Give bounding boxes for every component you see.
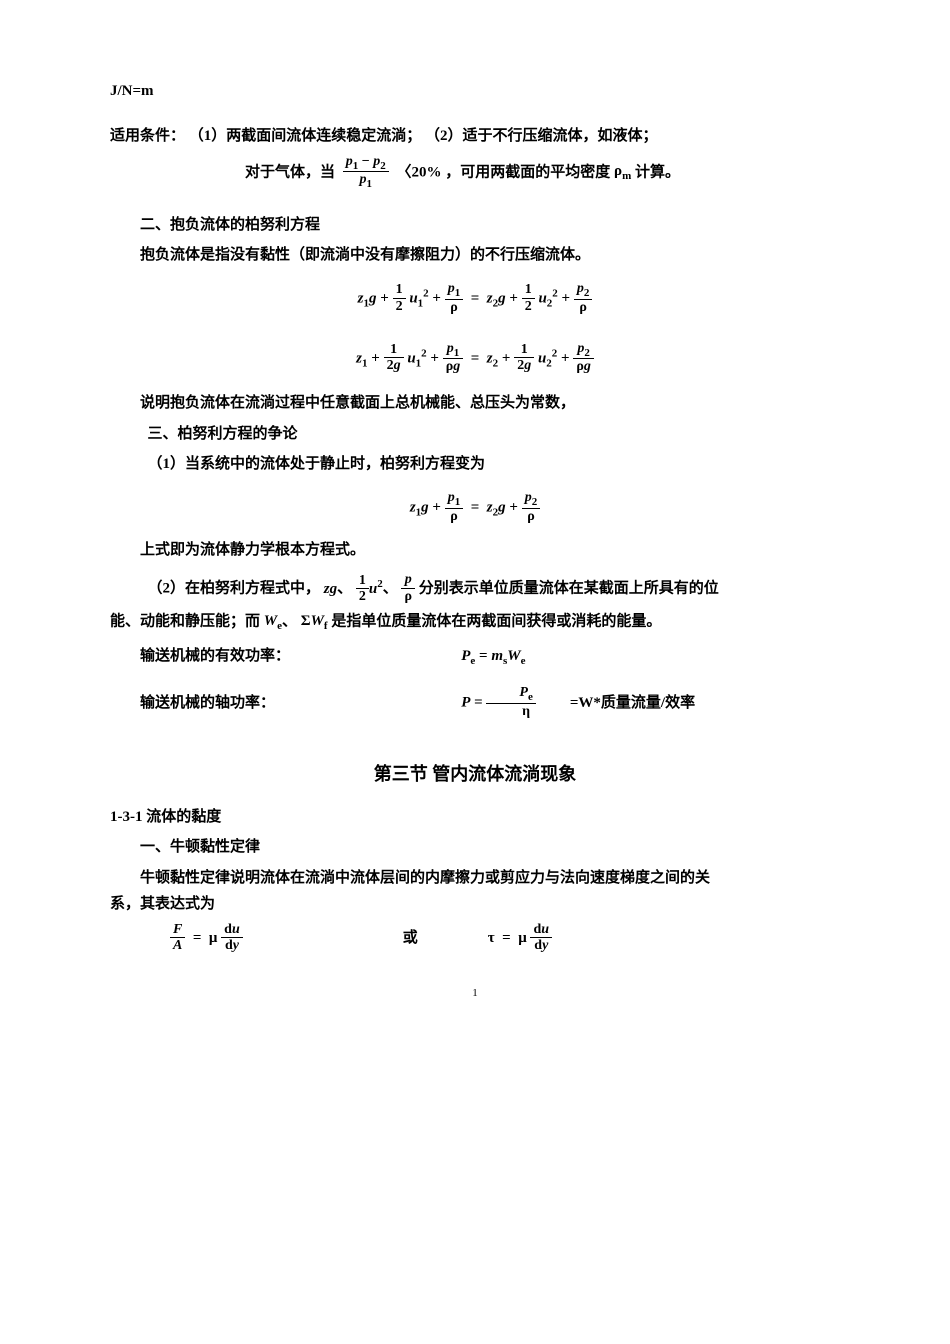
newton-desc2-row: 系，其表达式为 [110, 893, 840, 916]
gas-frac: p1 − p2 p1 [343, 154, 389, 192]
rhom-sub: m [622, 170, 631, 182]
gas-suffix: ，可用两截面的平均密度 [445, 164, 610, 180]
newton-eq-row: FA = μ dudy 或 τ = μ dudy [110, 922, 840, 955]
gas-condition: 对于气体，当 p1 − p2 p1 〈20% ，可用两截面的平均密度 ρm 计算… [110, 154, 840, 192]
gas-cond: 〈20% [397, 164, 442, 180]
gas-prefix: 对于气体，当 [245, 164, 335, 180]
sec3-item2-line2: 能、动能和静压能；而 We、 ΣWf 是指单位质量流体在两截面间获得或消耗的能量… [110, 610, 840, 635]
sub-1-3-1: 1-3-1 流体的黏度 [110, 806, 840, 829]
gas-tail: 计算。 [635, 164, 680, 180]
shaft-power-label: 输送机械的轴功率： [110, 692, 431, 715]
section-2-desc: 抱负流体是指没有黏性（即流淌中没有摩擦阻力）的不行压缩流体。 [110, 244, 840, 267]
eq-note: 说明抱负流体在流淌过程中任意截面上总机械能、总压头为常数， [110, 392, 840, 415]
newton-desc: 牛顿黏性定律说明流体在流淌中流体层间的内摩擦力或剪应力与法向速度梯度之间的关 [110, 867, 840, 890]
section-3-header: 第三节 管内流体流淌现象 [110, 761, 840, 788]
unit-note: J/N=m [110, 80, 840, 103]
item2-mid: 分别表示单位质量流体在某截面上所具有的位 [419, 580, 719, 596]
item2-l2b: 是指单位质量流体在两截面间获得或消耗的能量。 [331, 614, 661, 630]
energy-equation: z1g + 12 u12 + p1ρ = z2g + 12 u22 + p2ρ [110, 281, 840, 317]
static-note: 上式即为流体静力学根本方程式。 [110, 539, 840, 562]
applicability-item1: （1）两截面间流体连续稳定流淌； [189, 128, 422, 144]
newton-desc2: 系，其表达式为 [110, 896, 215, 912]
or-label: 或 [403, 927, 418, 950]
static-equation: z1g + p1ρ = z2g + p2ρ [110, 490, 840, 526]
sec3-item1: （1）当系统中的流体处于静止时，柏努利方程变为 [110, 453, 840, 476]
eff-power-label: 输送机械的有效功率： [110, 645, 431, 670]
applicability-line: 适用条件： （1）两截面间流体连续稳定流淌； （2）适于不行压缩流体，如液体； [110, 125, 840, 148]
sec3-item2: （2）在柏努利方程式中， zg、 12u2 、 pρ 分别表示单位质量流体在某截… [110, 572, 840, 606]
head-equation: z1 + 12g u12 + p1ρg = z2 + 12g u22 + p2ρ… [110, 341, 840, 377]
section-2-title: 二、抱负流体的柏努利方程 [110, 214, 840, 237]
rhom: ρm [614, 160, 631, 185]
shaft-power-row: 输送机械的轴功率： P = Peη =W*质量流量/效率 [110, 685, 840, 721]
shaft-power-note: =W*质量流量/效率 [540, 692, 695, 715]
newton-title: 一、牛顿黏性定律 [110, 836, 840, 859]
shaft-power-eq: P = Peη [431, 685, 536, 721]
eff-power-eq: Pe = msWe [431, 645, 525, 670]
newton-eq-left: FA = μ dudy [170, 922, 243, 955]
newton-eq-right: τ = μ dudy [488, 922, 552, 955]
section-3-title: 三、柏努利方程的争论 [110, 423, 840, 446]
item2-l2a: 能、动能和静压能；而 [110, 614, 264, 630]
item2-pre: （2）在柏努利方程式中， [148, 580, 321, 596]
page-number: 1 [110, 985, 840, 1002]
applicability-label: 适用条件： [110, 128, 185, 144]
eff-power-row: 输送机械的有效功率： Pe = msWe [110, 645, 840, 670]
applicability-item2: （2）适于不行压缩流体，如液体； [425, 128, 658, 144]
